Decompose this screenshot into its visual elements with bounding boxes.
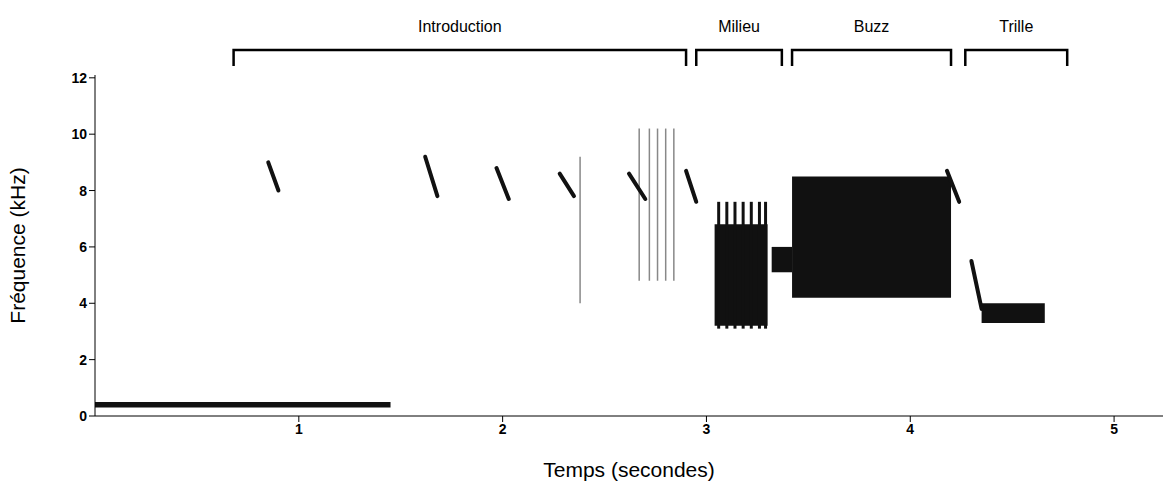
svg-text:Introduction: Introduction xyxy=(418,18,502,35)
svg-text:Milieu: Milieu xyxy=(718,18,760,35)
svg-text:4: 4 xyxy=(79,295,87,311)
svg-text:Temps (secondes): Temps (secondes) xyxy=(543,458,715,481)
svg-text:10: 10 xyxy=(71,126,87,142)
svg-text:3: 3 xyxy=(703,421,711,437)
svg-text:4: 4 xyxy=(906,421,914,437)
svg-text:Trille: Trille xyxy=(999,18,1033,35)
svg-text:2: 2 xyxy=(499,421,507,437)
svg-text:2: 2 xyxy=(79,352,87,368)
svg-text:0: 0 xyxy=(79,408,87,424)
svg-text:Fréquence (kHz): Fréquence (kHz) xyxy=(6,167,29,323)
svg-text:8: 8 xyxy=(79,183,87,199)
svg-text:6: 6 xyxy=(79,239,87,255)
svg-text:12: 12 xyxy=(71,70,87,86)
svg-text:5: 5 xyxy=(1110,421,1118,437)
svg-text:1: 1 xyxy=(295,421,303,437)
svg-text:Buzz: Buzz xyxy=(854,18,890,35)
